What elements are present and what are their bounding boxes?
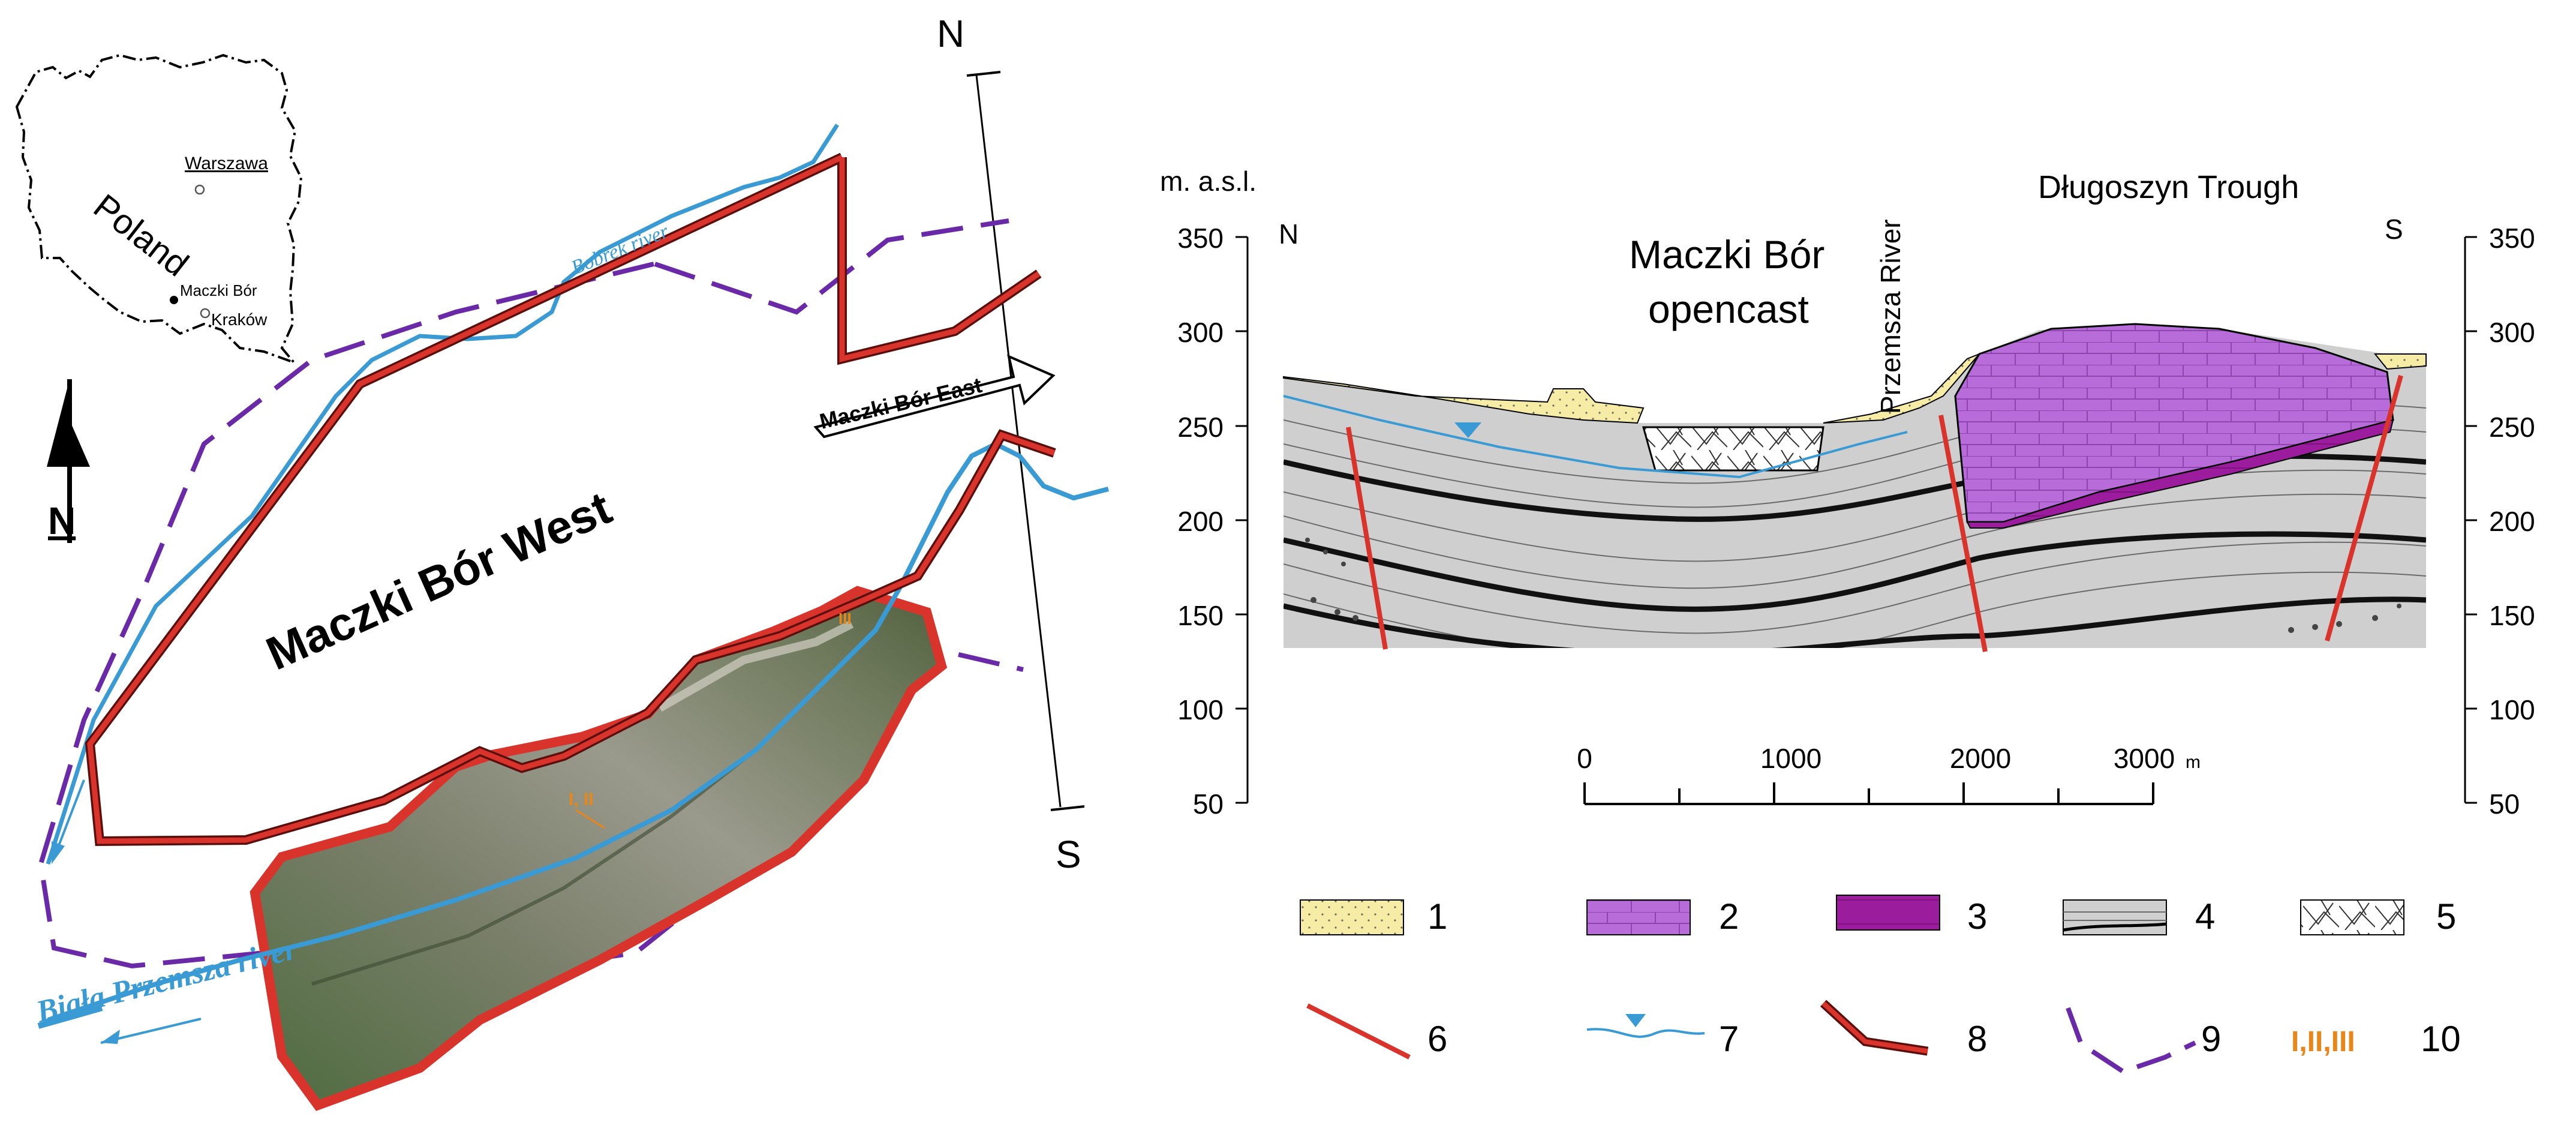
legend-swatch-dashed xyxy=(2066,1007,2196,1075)
groundwater-table xyxy=(1283,395,1908,479)
legend-swatch-limestone xyxy=(1586,899,1691,935)
biala-przemsza-river xyxy=(47,441,1110,1022)
pit-marker-iii: III xyxy=(838,610,852,628)
city-marker xyxy=(200,308,211,319)
y-tick-right-200: 200 xyxy=(2489,506,2535,537)
legend-swatch-boundary xyxy=(1820,1000,1929,1056)
flow-arrow-head xyxy=(101,1030,120,1044)
y-tick-250: 250 xyxy=(1177,412,1224,443)
legend-label-2: 2 xyxy=(1719,896,1739,937)
scale-tick-1000: 1000 xyxy=(1760,743,1821,774)
north-arrow-label: N xyxy=(48,499,76,542)
legend-label-3: 3 xyxy=(1967,896,1987,937)
legend-label-8: 8 xyxy=(1967,1019,1987,1059)
legend-label-9: 9 xyxy=(2201,1019,2221,1059)
section-line: N S xyxy=(937,12,1085,876)
legend-label-4: 4 xyxy=(2195,896,2215,937)
inset-country-label: Poland xyxy=(86,187,196,284)
y-tick-200: 200 xyxy=(1177,506,1224,537)
satellite-excavation xyxy=(657,620,854,712)
inset-city-label: Kraków xyxy=(211,310,267,329)
scale-tick-3000: 3000 xyxy=(2114,743,2175,774)
capital-marker xyxy=(194,184,205,195)
section-line-s-label: S xyxy=(1056,833,1081,876)
sandstone-dots xyxy=(1305,538,2401,633)
left-y-axis: 350 300 250 200 150 100 50 m. a.s.l. xyxy=(1160,166,1257,820)
legend-swatch-opencast xyxy=(2300,899,2404,935)
location-map: Poland Warszawa Maczki Bór Kraków N N S xyxy=(15,12,1110,1111)
y-tick-right-50: 50 xyxy=(2489,788,2520,820)
bobrek-river xyxy=(46,124,839,865)
legend-swatch-shale xyxy=(2063,899,2167,935)
legend: 1 2 3 4 5 6 7 8 9 I,II,III 10 xyxy=(1300,895,2461,1075)
biala-river-label: Biała Przemsza river xyxy=(32,932,300,1030)
y-tick-right-100: 100 xyxy=(2489,694,2535,725)
legend-swatch-sand xyxy=(1300,899,1404,935)
y-tick-50: 50 xyxy=(1193,788,1224,820)
flow-arrow-left-head xyxy=(52,841,65,864)
opencast-label-line2: opencast xyxy=(1648,287,1809,331)
pit-marker-i-ii: I, II xyxy=(569,790,594,809)
section-s-label: S xyxy=(2385,214,2403,245)
legend-swatch-marker: I,II,III xyxy=(2291,1026,2355,1058)
legend-label-6: 6 xyxy=(1427,1019,1447,1059)
east-label: Maczki Bór East xyxy=(817,373,984,434)
river-mouth xyxy=(37,1005,103,1029)
cross-section: 350 300 250 200 150 100 50 m. a.s.l. 350… xyxy=(1160,166,2535,820)
y-tick-right-250: 250 xyxy=(2489,412,2535,443)
legend-label-5: 5 xyxy=(2436,896,2456,937)
sand-layer-west xyxy=(1283,376,1645,424)
legend-label-7: 7 xyxy=(1719,1019,1739,1059)
poland-inset-map: Poland Warszawa Maczki Bór Kraków xyxy=(15,53,303,365)
y-tick-300: 300 xyxy=(1177,317,1224,348)
east-arrow: Maczki Bór East xyxy=(813,354,1056,439)
scale-unit: m xyxy=(2186,752,2201,772)
sand-layer-right xyxy=(2373,353,2427,370)
scale-tick-0: 0 xyxy=(1577,743,1592,774)
section-n-label: N xyxy=(1279,218,1298,250)
faults xyxy=(1346,374,2403,652)
y-tick-150: 150 xyxy=(1177,600,1224,631)
y-axis-label: m. a.s.l. xyxy=(1160,166,1257,197)
y-tick-right-350: 350 xyxy=(2489,223,2535,254)
legend-swatch-groundwater xyxy=(1586,1014,1705,1038)
section-line-n-label: N xyxy=(937,12,964,55)
y-tick-350: 350 xyxy=(1177,223,1224,254)
scale-tick-2000: 2000 xyxy=(1950,743,2011,774)
opencast-label-line1: Maczki Bór xyxy=(1629,232,1824,277)
site-marker xyxy=(170,296,178,304)
opencast-fill xyxy=(1642,426,1824,472)
legend-label-10: 10 xyxy=(2421,1019,2461,1059)
y-tick-100: 100 xyxy=(1177,694,1224,725)
map-title: Maczki Bór West xyxy=(258,481,619,680)
trough-label: Długoszyn Trough xyxy=(2038,169,2299,205)
scale-bar: 0 1000 2000 3000 m xyxy=(1577,743,2201,805)
dashed-boundary-upper xyxy=(654,218,1009,315)
right-y-axis: 350 300 250 200 150 100 50 xyxy=(2464,223,2535,820)
exploration-boundary-west xyxy=(85,152,1056,847)
inset-site-label: Maczki Bór xyxy=(180,281,257,299)
north-arrow: N xyxy=(47,379,90,543)
pit-marker-leader xyxy=(575,809,605,829)
dark-dolomite xyxy=(1966,419,2394,529)
y-tick-right-150: 150 xyxy=(2489,600,2535,631)
inset-capital-label: Warszawa xyxy=(185,154,268,173)
river-label: Przemsza River xyxy=(1875,219,1906,414)
legend-swatch-dolomite xyxy=(1836,895,1940,931)
legend-label-1: 1 xyxy=(1427,896,1447,937)
groundwater-symbol xyxy=(1454,422,1481,438)
legend-swatch-fault xyxy=(1306,1003,1411,1060)
y-tick-right-300: 300 xyxy=(2489,317,2535,348)
